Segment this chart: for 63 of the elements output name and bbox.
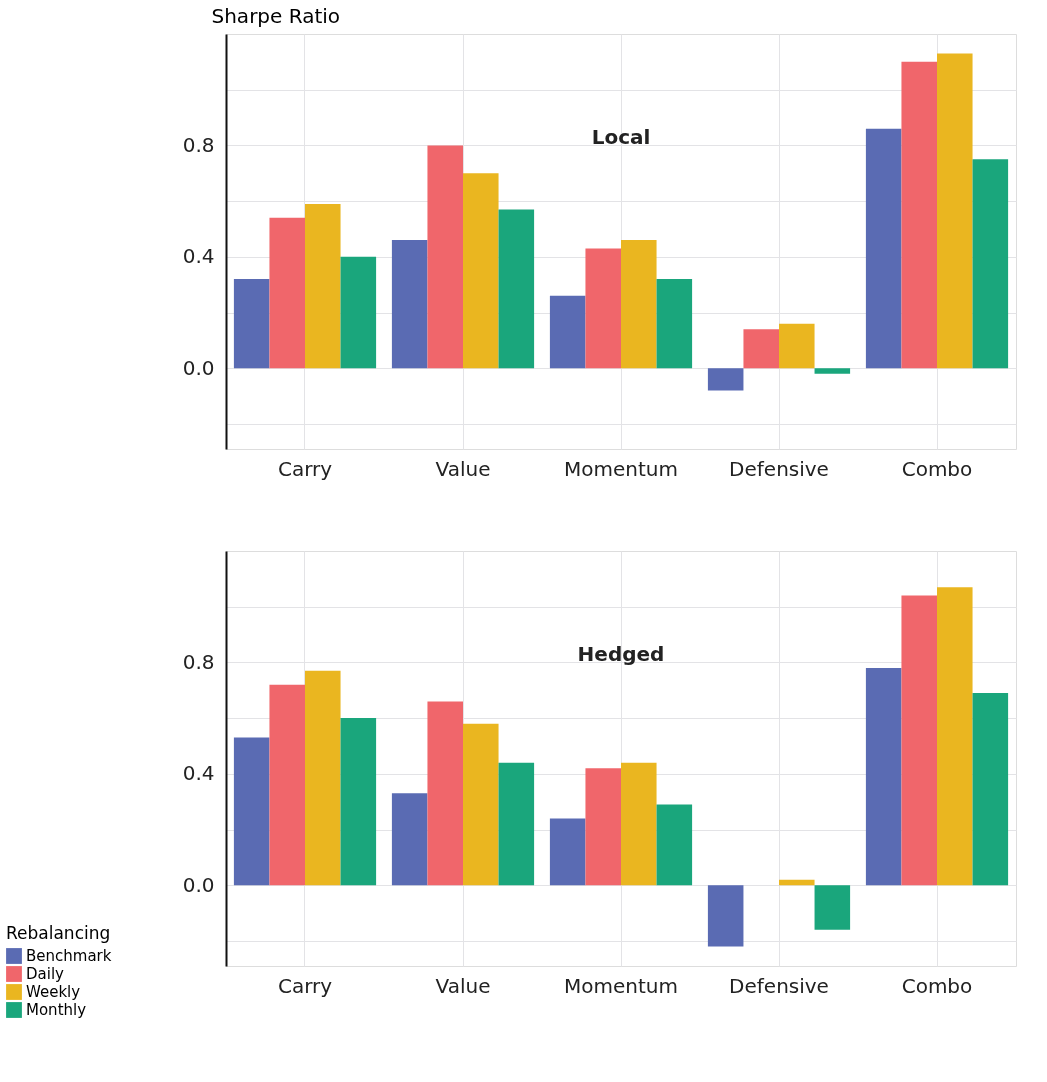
x-tick-label: Carry — [277, 973, 333, 998]
y-tick-label: 0.4 — [182, 244, 215, 269]
bar — [549, 818, 586, 886]
bar — [743, 329, 779, 369]
bar — [549, 295, 586, 369]
bar — [865, 128, 902, 369]
bar — [621, 240, 657, 369]
bar — [305, 670, 341, 886]
bar — [779, 879, 815, 886]
text: Hedged — [577, 641, 665, 666]
bar — [463, 173, 499, 369]
text: Local — [591, 124, 651, 149]
legend-label: Weekly — [26, 983, 81, 1001]
bar — [463, 723, 499, 886]
bar — [656, 804, 693, 886]
bar — [498, 209, 535, 369]
bar — [340, 718, 377, 886]
bar — [937, 53, 973, 369]
bar — [427, 701, 463, 886]
bar — [707, 885, 744, 947]
x-tick-label: Value — [435, 456, 491, 481]
bar — [707, 368, 744, 391]
bar — [269, 684, 305, 886]
bar — [305, 203, 341, 369]
x-tick-label: Momentum — [564, 456, 678, 481]
x-tick-label: Value — [435, 973, 491, 998]
bar — [585, 768, 621, 886]
y-tick-label: 0.0 — [182, 872, 215, 897]
x-tick-label: Combo — [901, 456, 973, 481]
bar — [340, 256, 377, 369]
bar — [901, 61, 937, 369]
x-tick-label: Momentum — [564, 973, 678, 998]
bar — [233, 737, 270, 886]
x-tick-label: Combo — [901, 973, 973, 998]
bar — [814, 885, 851, 930]
y-tick-label: 0.4 — [182, 761, 215, 786]
bar — [498, 762, 535, 886]
x-tick-label: Defensive — [729, 973, 829, 998]
y-tick-label: 0.0 — [182, 355, 215, 380]
bar — [427, 145, 463, 369]
bar — [901, 595, 937, 886]
x-tick-label: Defensive — [729, 456, 829, 481]
y-tick-label: 0.8 — [182, 132, 215, 157]
bar — [972, 693, 1009, 886]
legend-label: Benchmark — [26, 947, 112, 965]
bar — [656, 279, 693, 369]
legend-label: Daily — [26, 965, 65, 983]
bar — [585, 248, 621, 369]
y-tick-label: 0.8 — [182, 649, 215, 674]
bar — [391, 793, 428, 886]
bar — [779, 323, 815, 369]
bar — [233, 279, 270, 369]
legend-title: Rebalancing — [6, 923, 111, 943]
bar — [269, 217, 305, 369]
bar — [865, 667, 902, 886]
bar — [814, 368, 851, 374]
bar — [972, 159, 1009, 369]
bar — [937, 587, 973, 886]
y-axis-title: Sharpe Ratio — [211, 3, 341, 28]
x-tick-label: Carry — [277, 456, 333, 481]
legend-label: Monthly — [26, 1001, 87, 1019]
bar — [391, 240, 428, 369]
bar — [621, 762, 657, 886]
